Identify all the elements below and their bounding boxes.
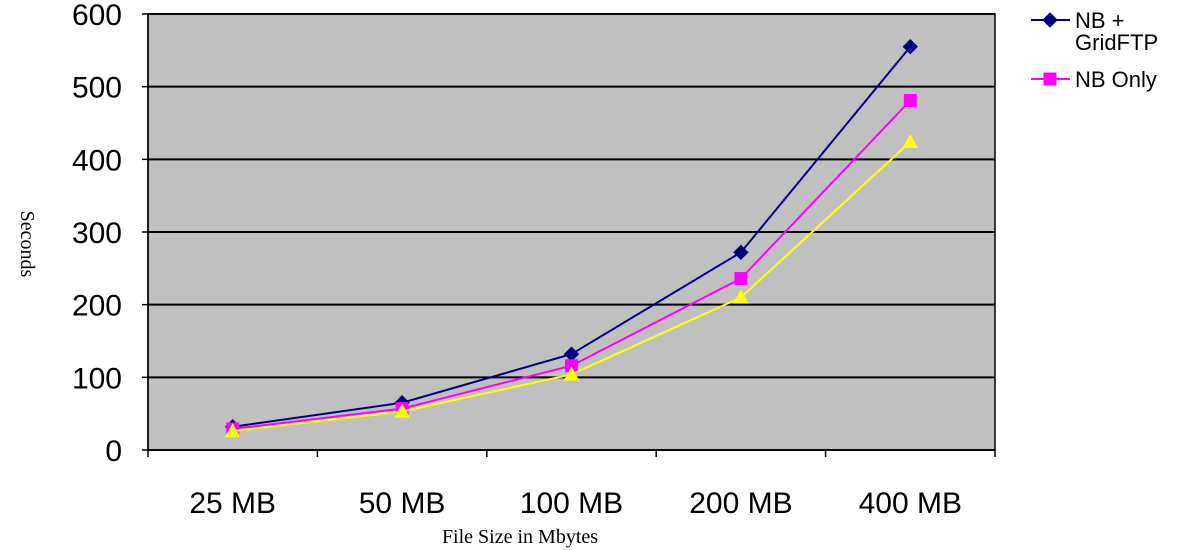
axes xyxy=(142,13,996,457)
y-tick-label: 200 xyxy=(72,290,122,323)
legend-label-nb-only: NB Only xyxy=(1075,67,1157,92)
data-point-series-3-1 xyxy=(224,423,241,438)
x-tick-label: 200 MB xyxy=(689,487,792,520)
series-group xyxy=(224,38,919,438)
tick-labels: 0 100 200 300 400 500 600 25 MB 50 MB 100 MB 200 M… xyxy=(72,0,962,520)
data-point-nb-only-5 xyxy=(903,94,917,107)
y-tick-label: 500 xyxy=(72,72,122,105)
y-tick-label: 400 xyxy=(72,144,122,177)
plot-area xyxy=(147,13,996,451)
y-tick-label: 300 xyxy=(72,217,122,250)
data-point-series-3-3 xyxy=(563,366,580,381)
data-point-series-3-4 xyxy=(733,289,749,304)
data-point-nb-gridftp-5 xyxy=(902,38,919,55)
data-point-series-3-5 xyxy=(902,133,919,148)
x-tick-label: 25 MB xyxy=(189,487,276,520)
legend: NB +GridFTP NB Only xyxy=(1031,8,1158,92)
data-point-nb-gridftp-4 xyxy=(733,244,749,261)
legend-marker-nb-gridftp xyxy=(1042,12,1058,28)
x-tick-label: 50 MB xyxy=(359,487,446,520)
y-tick-label: 0 xyxy=(105,435,122,468)
data-point-series-3-2 xyxy=(394,403,410,418)
legend-marker-nb-only xyxy=(1043,72,1057,86)
x-axis-title: File Size in Mbytes xyxy=(442,526,598,548)
x-tick-label: 100 MB xyxy=(520,487,623,520)
data-point-nb-only-4 xyxy=(734,272,748,285)
legend-label-nb-gridftp: GridFTP xyxy=(1075,30,1158,55)
y-tick-label: 100 xyxy=(72,362,122,395)
x-tick-label: 400 MB xyxy=(859,487,962,520)
y-tick-label: 600 xyxy=(72,0,122,32)
legend-label-nb-gridftp: NB + xyxy=(1075,8,1125,33)
y-axis-title: Seconds xyxy=(16,211,38,278)
